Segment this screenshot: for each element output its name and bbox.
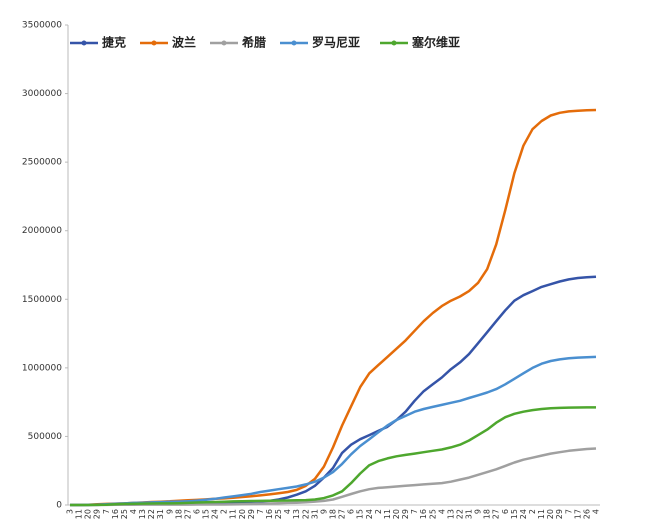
x-tick-label: 27: [183, 509, 192, 519]
x-tick-label: 25: [274, 509, 283, 519]
x-tick-label: 20: [238, 509, 247, 519]
x-tick-label: 11: [537, 509, 546, 519]
x-tick-label: 24: [365, 509, 374, 519]
x-tick-label: 9: [165, 509, 174, 514]
x-tick-label: 16: [419, 509, 428, 519]
x-tick-label: 15: [356, 509, 365, 519]
x-tick-label: 2: [374, 509, 383, 514]
y-tick-label: 500000: [28, 432, 63, 442]
x-tick-label: 26: [582, 509, 591, 519]
x-tick-label: 4: [283, 509, 292, 514]
x-tick-label: 27: [492, 509, 501, 519]
legend-marker: [221, 40, 227, 46]
x-tick-label: 22: [455, 509, 464, 519]
x-tick-label: 16: [111, 509, 120, 519]
series-line: [70, 108, 597, 507]
legend-label: 希腊: [241, 35, 266, 50]
x-tick-label: 17: [573, 509, 582, 519]
x-tick-label: 13: [446, 509, 455, 519]
x-tick-label: 31: [310, 509, 319, 519]
legend-label: 波兰: [172, 35, 196, 50]
x-tick-label: 29: [401, 509, 410, 519]
y-tick-label: 1000000: [22, 363, 62, 373]
legend-marker: [81, 40, 87, 46]
x-tick-label: 9: [319, 509, 328, 514]
x-tick-label: 6: [501, 509, 510, 514]
x-tick-label: 24: [211, 509, 220, 519]
x-tick-label: 29: [555, 509, 564, 519]
legend-label: 罗马尼亚: [312, 35, 360, 50]
x-tick-label: 20: [392, 509, 401, 519]
y-tick-label: 3000000: [22, 89, 62, 99]
x-tick-label: 7: [564, 509, 573, 514]
x-tick-label: 4: [129, 509, 138, 514]
x-tick-label: 16: [265, 509, 274, 519]
x-tick-label: 13: [292, 509, 301, 519]
x-tick-label: 22: [147, 509, 156, 519]
x-tick-label: 7: [256, 509, 265, 514]
x-tick-label: 13: [138, 509, 147, 519]
x-tick-label: 11: [229, 509, 238, 519]
x-tick-label: 20: [84, 509, 93, 519]
x-tick-label: 22: [301, 509, 310, 519]
x-tick-label: 18: [329, 509, 338, 519]
x-tick-label: 15: [510, 509, 519, 519]
x-tick-label: 25: [428, 509, 437, 519]
x-tick-label: 6: [347, 509, 356, 514]
x-tick-label: 11: [75, 509, 84, 519]
x-tick-label: 3: [66, 509, 75, 514]
y-tick-label: 0: [56, 501, 62, 511]
y-tick-label: 1500000: [22, 295, 62, 305]
x-tick-label: 25: [120, 509, 129, 519]
y-tick-label: 2500000: [22, 158, 62, 168]
legend-label: 塞尔维亚: [412, 35, 460, 50]
x-tick-label: 15: [202, 509, 211, 519]
x-tick-label: 29: [247, 509, 256, 519]
x-tick-label: 31: [465, 509, 474, 519]
x-tick-label: 4: [437, 509, 446, 514]
x-tick-label: 11: [383, 509, 392, 519]
x-tick-label: 27: [338, 509, 347, 519]
x-tick-label: 24: [519, 509, 528, 519]
series-line: [70, 406, 596, 507]
x-tick-label: 6: [192, 509, 201, 514]
x-tick-label: 20: [546, 509, 555, 519]
y-tick-label: 2000000: [22, 226, 62, 236]
x-tick-label: 2: [528, 509, 537, 514]
legend-marker: [391, 40, 397, 46]
x-tick-label: 7: [410, 509, 419, 514]
x-tick-label: 9: [474, 509, 483, 514]
legend-label: 捷克: [102, 35, 126, 50]
x-tick-label: 4: [592, 509, 601, 514]
legend-marker: [151, 40, 157, 46]
x-tick-label: 29: [93, 509, 102, 519]
legend-marker: [291, 40, 297, 46]
y-tick-label: 3500000: [22, 21, 62, 31]
x-tick-label: 18: [483, 509, 492, 519]
x-tick-label: 7: [102, 509, 111, 514]
x-tick-label: 31: [156, 509, 165, 519]
series-line: [70, 355, 597, 507]
x-tick-label: 2: [220, 509, 229, 514]
x-tick-label: 18: [174, 509, 183, 519]
